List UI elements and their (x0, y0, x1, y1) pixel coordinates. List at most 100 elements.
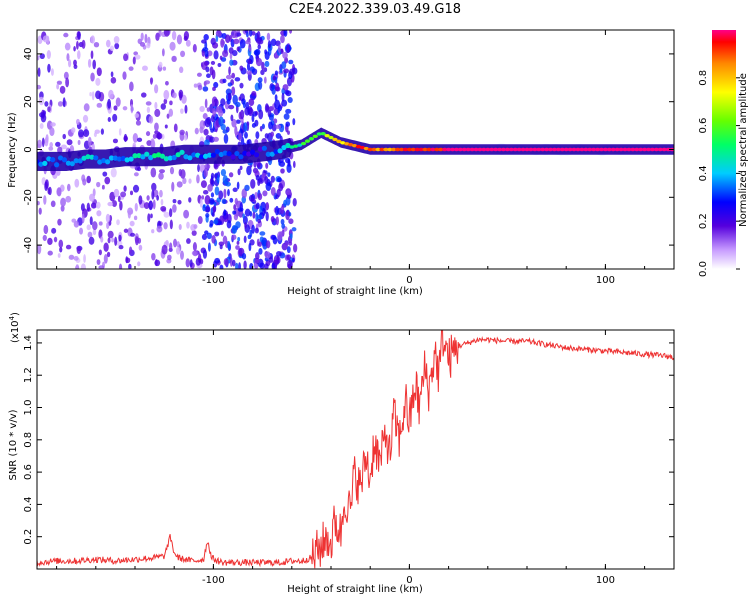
noise-point (163, 222, 168, 230)
ridge-point (508, 147, 514, 152)
noise-point (292, 257, 295, 263)
noise-point (112, 113, 118, 122)
noise-point (257, 77, 263, 83)
noise-point (103, 242, 109, 252)
noise-point (202, 113, 208, 120)
ridge-point (144, 151, 150, 157)
ridge-point (42, 160, 48, 166)
noise-point (137, 261, 141, 267)
spectrogram-ytick-label: -20 (23, 189, 34, 205)
noise-point (46, 50, 51, 60)
svg-text:(x104): (x104) (8, 312, 21, 343)
noise-point (171, 55, 177, 62)
noise-point (44, 136, 49, 147)
noise-point (53, 236, 58, 243)
noise-point (185, 39, 191, 47)
noise-point (103, 253, 108, 264)
noise-point (270, 186, 276, 196)
noise-point (244, 222, 247, 229)
ridge-point (665, 147, 671, 152)
noise-point (56, 83, 60, 90)
noise-point (275, 205, 279, 216)
snr-xlabel: Height of straight line (km) (287, 584, 423, 595)
noise-point (146, 195, 150, 201)
noise-point (252, 111, 258, 117)
noise-point (39, 53, 45, 60)
noise-point (138, 244, 143, 251)
noise-point (227, 92, 232, 101)
snr-frame (36, 329, 675, 570)
noise-point (71, 127, 76, 134)
ridge-point (453, 147, 460, 152)
noise-point (284, 240, 289, 249)
ridge-point (516, 147, 522, 152)
noise-point (39, 122, 44, 130)
noise-point (258, 241, 262, 247)
noise-point (206, 107, 211, 112)
noise-point (280, 205, 285, 215)
ridge-point (69, 161, 75, 167)
noise-point (261, 239, 265, 245)
noise-point (180, 50, 186, 58)
noise-point (65, 77, 70, 88)
noise-point (148, 200, 154, 211)
noise-point (89, 216, 93, 226)
noise-point (206, 73, 211, 79)
ridge-point (65, 160, 71, 166)
ridge-point (324, 133, 330, 138)
noise-point (228, 47, 234, 54)
noise-point (123, 228, 129, 233)
noise-point (111, 237, 114, 243)
noise-point (158, 169, 165, 174)
noise-point (213, 50, 219, 60)
noise-point (204, 206, 211, 213)
noise-point (43, 224, 49, 235)
noise-point (273, 255, 280, 265)
ridge-point (587, 147, 593, 152)
noise-point (261, 61, 265, 71)
noise-point (119, 200, 123, 211)
figure-title: C2E4.2022.339.03.49.G18 (288, 2, 462, 17)
noise-point (288, 59, 294, 65)
noise-point (197, 84, 203, 91)
noise-point (258, 81, 263, 90)
ridge-point (540, 147, 546, 152)
noise-point (89, 193, 95, 202)
noise-point (66, 183, 71, 192)
ridge-point (265, 151, 271, 157)
noise-point (151, 229, 155, 234)
noise-point (229, 197, 234, 203)
noise-point (123, 53, 129, 62)
noise-point (255, 174, 260, 181)
noise-point (264, 51, 270, 60)
noise-point (212, 107, 216, 117)
noise-point (47, 250, 53, 256)
noise-point (211, 69, 216, 80)
noise-point (42, 234, 47, 242)
noise-point (145, 131, 151, 137)
noise-point (177, 199, 182, 205)
ridge-point (348, 143, 354, 147)
ridge-point (57, 155, 64, 161)
noise-point (251, 31, 256, 36)
ridge-point (430, 147, 436, 152)
noise-point (237, 168, 241, 176)
noise-point (272, 236, 278, 245)
noise-point (107, 117, 111, 122)
noise-point (150, 213, 153, 219)
ridge-point (422, 147, 428, 152)
noise-point (113, 188, 120, 198)
noise-point (77, 140, 81, 145)
noise-point (128, 246, 133, 254)
noise-point (241, 188, 247, 199)
ridge-point (238, 154, 244, 160)
ridge-point (614, 147, 620, 152)
noise-point (288, 218, 294, 225)
noise-point (238, 132, 242, 142)
ridge-point (551, 147, 558, 152)
noise-point (243, 235, 247, 244)
noise-point (151, 182, 157, 192)
noise-point (184, 134, 188, 141)
ridge-point (46, 156, 52, 162)
ridge-point (355, 144, 362, 149)
